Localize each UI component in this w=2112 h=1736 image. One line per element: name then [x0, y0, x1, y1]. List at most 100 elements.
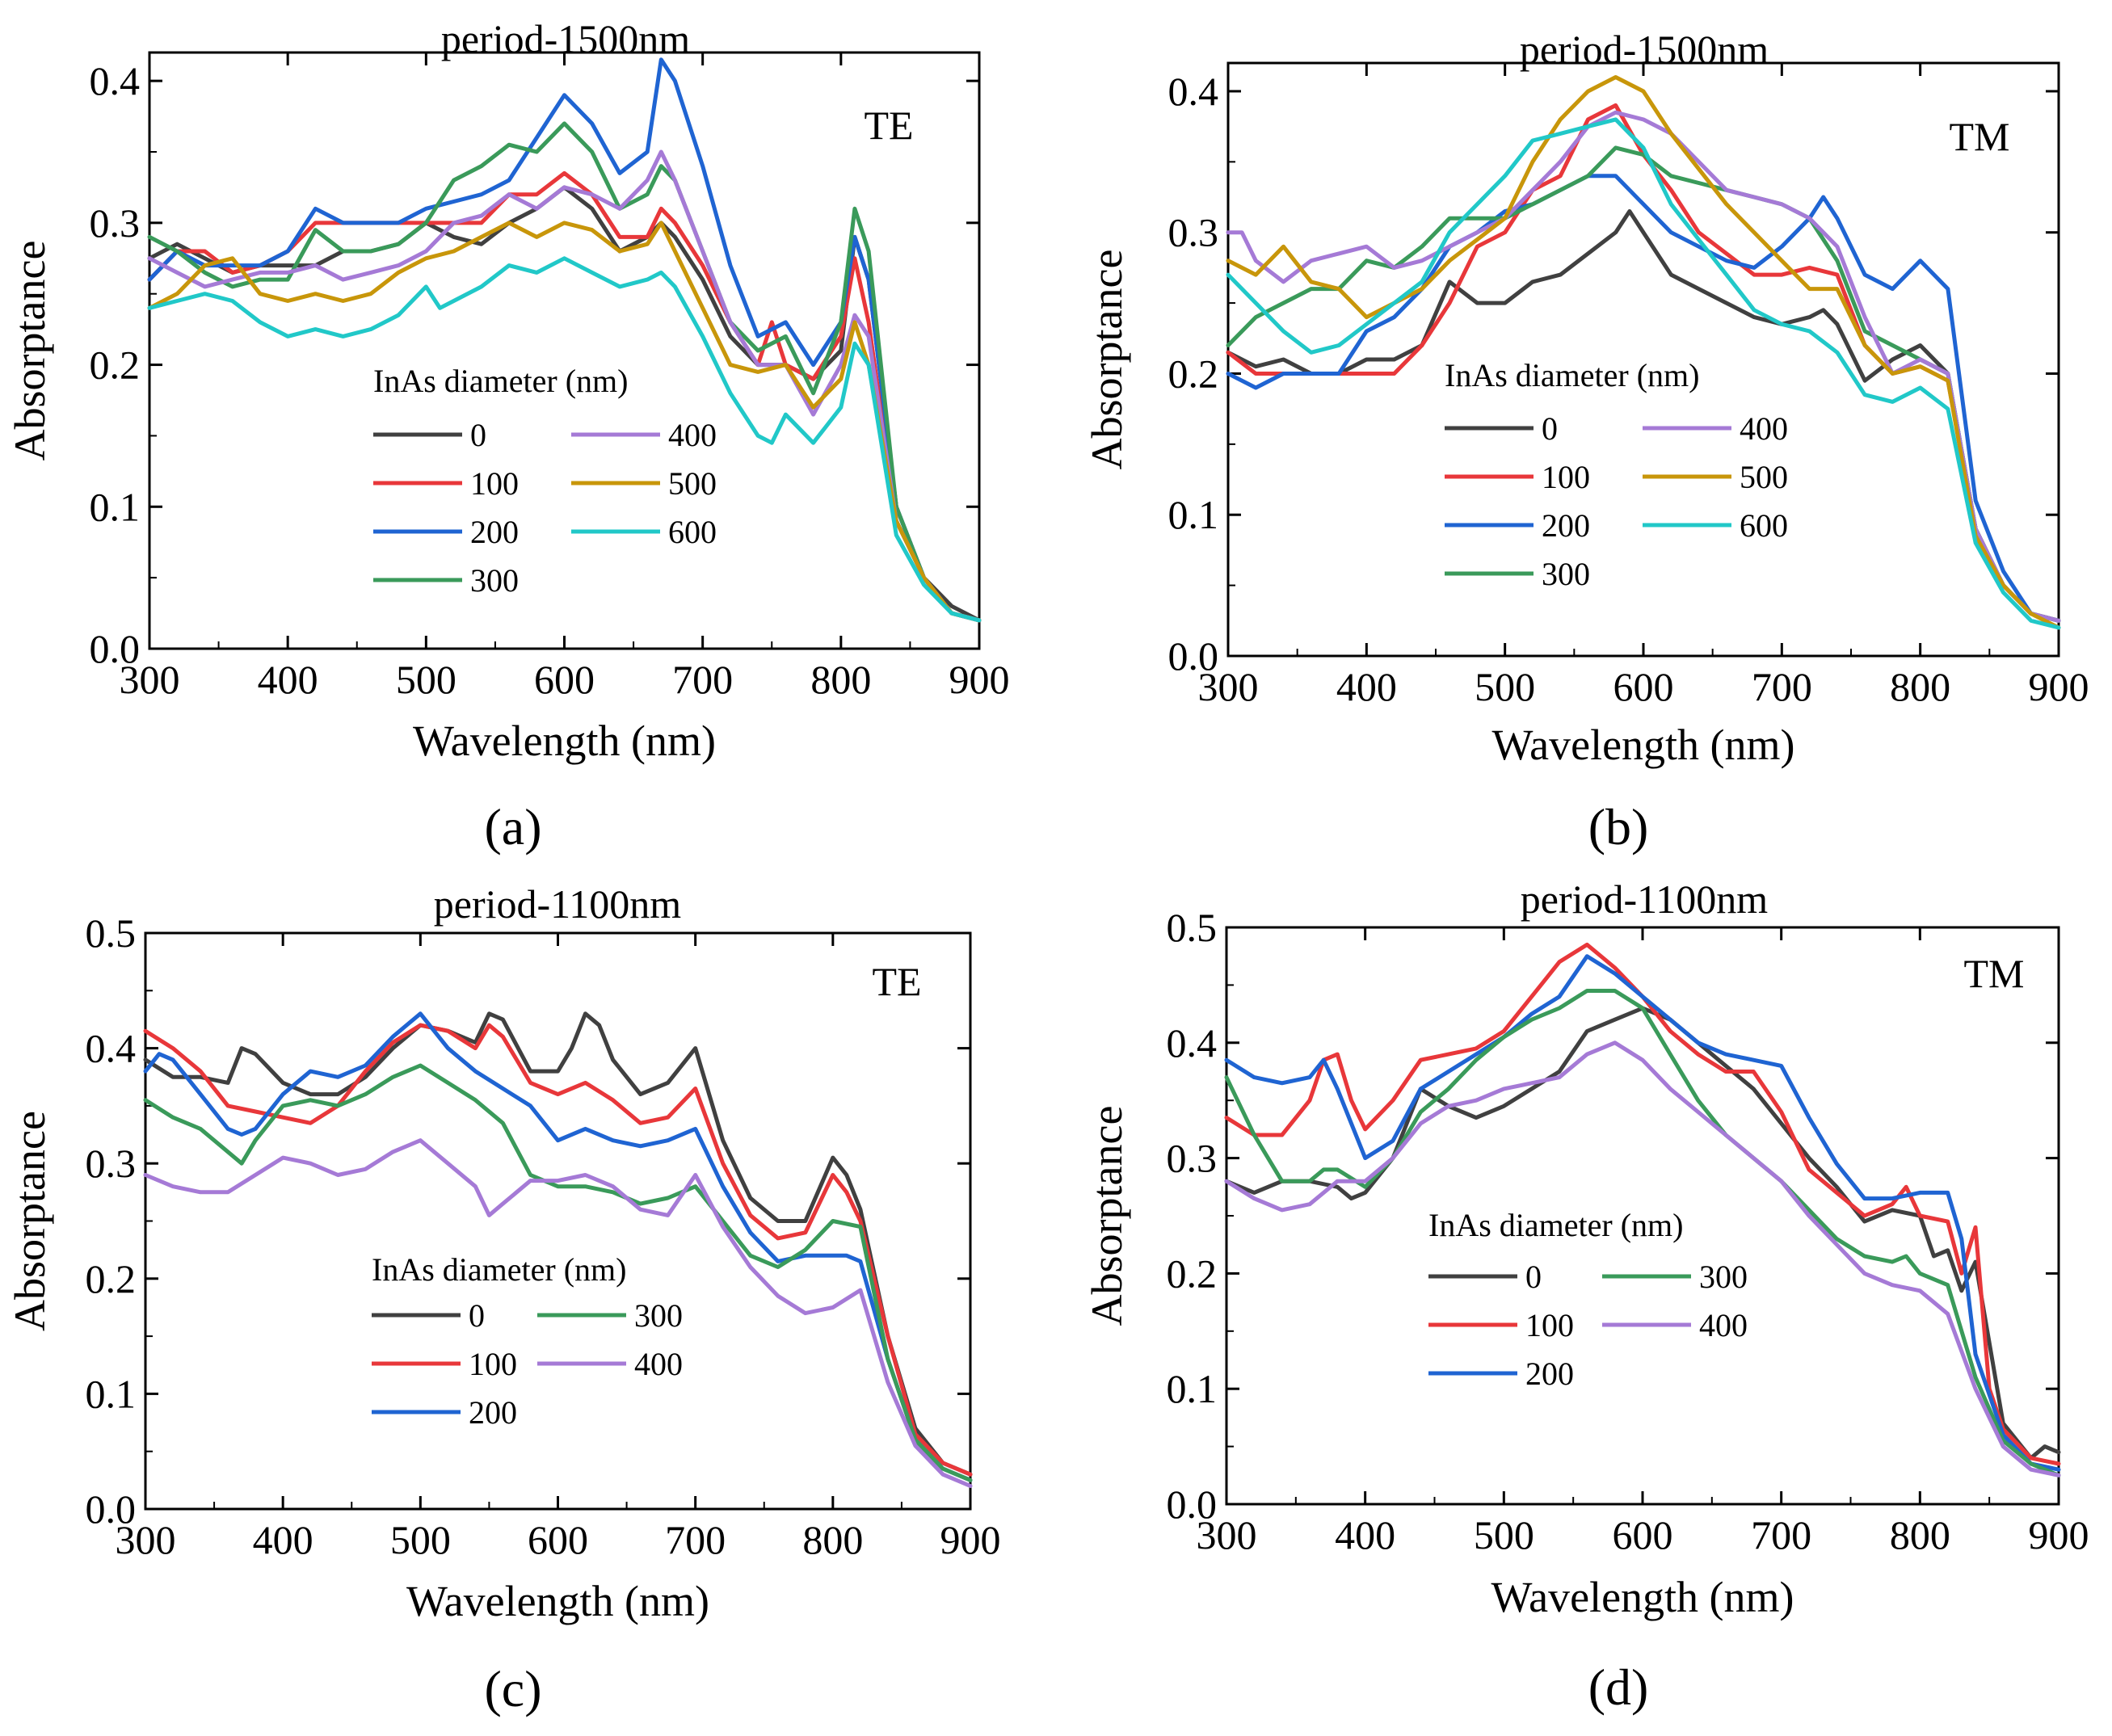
x-tick-label: 900 — [949, 657, 1010, 702]
x-tick-label: 300 — [116, 1517, 176, 1562]
legend: InAs diameter (nm) 0 100 200 300 400 — [1428, 1207, 1748, 1392]
chart-title: period-1500nm — [441, 16, 690, 61]
legend-label-600: 600 — [1740, 507, 1788, 544]
legend: InAs diameter (nm) 0 100 200 300 400 500 600 — [373, 363, 717, 599]
y-tick-label: 0.0 — [1168, 633, 1219, 679]
series-line-100 — [147, 170, 982, 623]
legend-label-200: 200 — [470, 514, 519, 550]
series-line-500 — [147, 221, 982, 623]
legend-label-100: 100 — [1525, 1307, 1574, 1343]
x-tick-label: 600 — [1613, 664, 1674, 709]
x-tick-label: 300 — [1197, 1512, 1257, 1557]
y-tick-label: 0.0 — [90, 626, 141, 671]
x-axis-label: Wavelength (nm) — [1491, 1573, 1794, 1621]
panel-letter: (c) — [484, 1660, 541, 1717]
legend-label-100: 100 — [469, 1346, 517, 1382]
x-tick-label: 700 — [672, 657, 733, 702]
x-tick-label: 500 — [396, 657, 456, 702]
y-tick-label: 0.0 — [1167, 1482, 1218, 1527]
series-line-0 — [143, 1011, 973, 1477]
chart-title: period-1100nm — [1521, 876, 1769, 922]
panel-d: 300 400 500 600 700 800 900 0.0 0.1 0.2 0.3 0.4 0.5 W… — [1083, 876, 2089, 1716]
y-tick-label: 0.1 — [1168, 492, 1219, 537]
x-tick-label: 900 — [2029, 1512, 2089, 1557]
legend-title: InAs diameter (nm) — [373, 363, 628, 399]
polarization-label: TE — [872, 959, 921, 1004]
x-tick-label: 700 — [1752, 664, 1812, 709]
legend-label-100: 100 — [1542, 459, 1590, 495]
legend-label-200: 200 — [1542, 507, 1590, 544]
y-axis-label: Absorptance — [1083, 250, 1131, 470]
x-tick-label: 600 — [528, 1517, 588, 1562]
series-line-200 — [147, 57, 982, 623]
x-axis-label: Wavelength (nm) — [413, 717, 716, 765]
y-tick-label: 0.1 — [86, 1371, 137, 1416]
panel-letter: (d) — [1588, 1658, 1649, 1716]
legend-label-0: 0 — [1542, 410, 1558, 447]
series-line-300 — [1224, 989, 2061, 1477]
y-axis-label: Absorptance — [6, 241, 54, 461]
legend-label-500: 500 — [668, 465, 717, 502]
series-line-400 — [143, 1138, 973, 1488]
x-tick-label: 900 — [2029, 664, 2089, 709]
x-tick-label: 500 — [1474, 1512, 1534, 1557]
legend-label-400: 400 — [634, 1346, 683, 1382]
legend-label-200: 200 — [469, 1394, 517, 1431]
legend-label-600: 600 — [668, 514, 717, 550]
x-tick-label: 300 — [120, 657, 180, 702]
legend-title: InAs diameter (nm) — [372, 1251, 626, 1288]
legend-title: InAs diameter (nm) — [1428, 1207, 1683, 1243]
polarization-label: TM — [1964, 951, 2025, 996]
x-tick-label: 800 — [1890, 1512, 1950, 1557]
y-tick-label: 0.2 — [90, 343, 141, 388]
series-line-100 — [1224, 942, 2061, 1466]
panel-b: 300 400 500 600 700 800 900 0.0 0.1 0.2 0.3 0.4 Wave… — [1083, 27, 2089, 855]
x-tick-label: 500 — [390, 1517, 451, 1562]
series-line-500 — [1226, 75, 2061, 630]
y-tick-label: 0.4 — [86, 1026, 137, 1071]
x-tick-label: 800 — [1890, 664, 1950, 709]
x-tick-label: 500 — [1475, 664, 1535, 709]
y-tick-label: 0.2 — [86, 1256, 137, 1301]
series-line-400 — [1226, 110, 2061, 623]
x-tick-label: 800 — [802, 1517, 863, 1562]
x-axis-label: Wavelength (nm) — [406, 1577, 709, 1625]
series-line-200 — [1224, 954, 2061, 1472]
legend-label-300: 300 — [634, 1297, 683, 1334]
x-tick-label: 300 — [1198, 664, 1259, 709]
y-tick-label: 0.3 — [86, 1141, 137, 1186]
legend-label-0: 0 — [469, 1297, 485, 1334]
x-tick-label: 400 — [1336, 664, 1397, 709]
y-tick-label: 0.1 — [1167, 1366, 1218, 1411]
y-tick-label: 0.4 — [1167, 1020, 1218, 1066]
y-tick-label: 0.5 — [86, 910, 137, 956]
polarization-label: TM — [1950, 114, 2010, 159]
series-line-100 — [143, 1023, 973, 1477]
panel-a: 300 400 500 600 700 800 900 0.0 0.1 0.2 0.3 0.4 Wave… — [6, 16, 1010, 855]
legend-label-100: 100 — [470, 465, 519, 502]
series-line-200 — [1226, 174, 2061, 623]
plot-frame — [144, 931, 972, 1511]
legend-label-500: 500 — [1740, 459, 1788, 495]
y-tick-label: 0.3 — [90, 200, 141, 246]
legend-label-200: 200 — [1525, 1356, 1574, 1392]
y-tick-label: 0.5 — [1167, 905, 1218, 950]
legend: InAs diameter (nm) 0 100 200 300 400 500 600 — [1445, 357, 1788, 592]
x-tick-label: 800 — [810, 657, 871, 702]
legend-label-400: 400 — [1699, 1307, 1748, 1343]
legend-label-300: 300 — [1542, 556, 1590, 592]
panel-letter: (b) — [1588, 798, 1649, 855]
y-axis-label: Absorptance — [1083, 1106, 1131, 1326]
series-line-600 — [147, 256, 982, 623]
x-tick-label: 400 — [258, 657, 318, 702]
y-tick-label: 0.2 — [1167, 1251, 1218, 1296]
y-tick-label: 0.3 — [1167, 1136, 1218, 1181]
legend-label-400: 400 — [1740, 410, 1788, 447]
y-tick-label: 0.1 — [90, 484, 141, 529]
polarization-label: TE — [864, 103, 913, 148]
y-tick-label: 0.4 — [1168, 69, 1219, 114]
x-tick-label: 600 — [1613, 1512, 1673, 1557]
chart-title: period-1500nm — [1520, 27, 1769, 72]
y-axis-label: Absorptance — [6, 1111, 54, 1331]
